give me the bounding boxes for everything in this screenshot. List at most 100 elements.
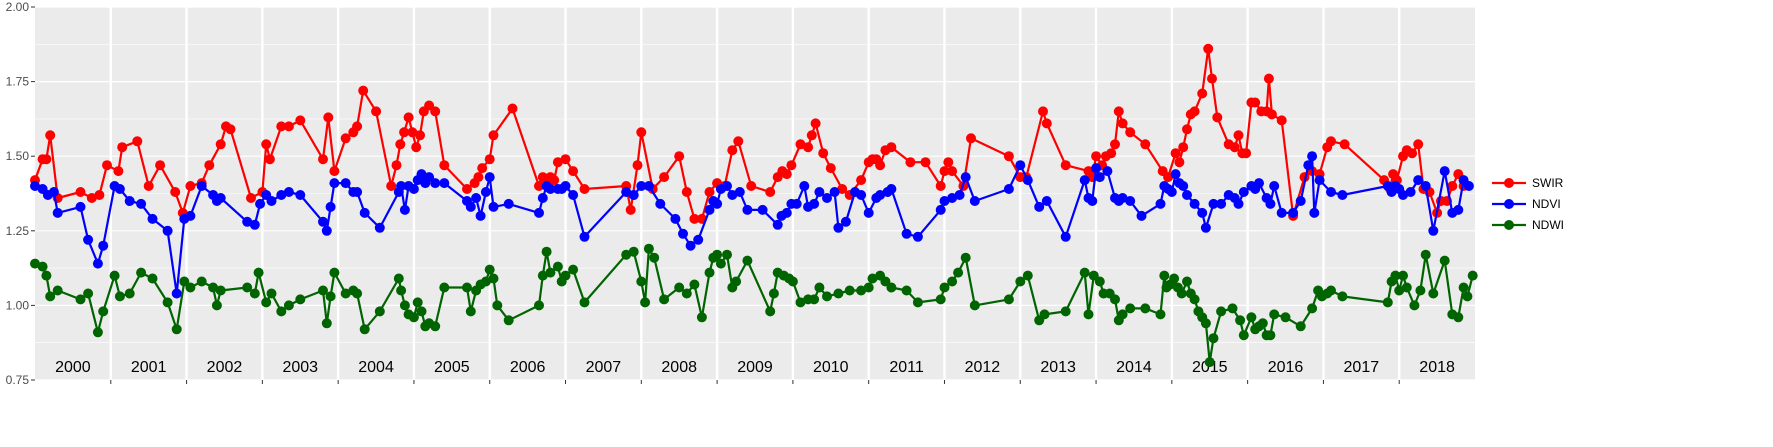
legend-key-point-swir <box>1504 178 1514 188</box>
swir-point <box>1189 106 1200 117</box>
swir-point <box>795 139 806 150</box>
ndwi-point <box>696 312 707 323</box>
swir-point <box>704 187 715 197</box>
ndwi-point <box>484 264 495 275</box>
swir-point <box>41 154 52 165</box>
ndvi-point <box>318 216 328 227</box>
ndwi-point <box>1176 288 1187 299</box>
ndwi-point <box>814 282 825 293</box>
ndvi-point <box>1041 196 1052 206</box>
ndvi-point <box>636 181 647 191</box>
swir-point <box>462 184 472 194</box>
ndwi-point <box>114 291 125 302</box>
ndwi-point <box>98 306 109 317</box>
ndwi-point <box>136 267 147 278</box>
ndvi-point <box>621 187 632 197</box>
ndvi-point <box>863 207 874 218</box>
swir-point <box>659 172 670 183</box>
swir-point <box>947 166 958 177</box>
ndvi-point <box>488 201 499 212</box>
ndwi-point <box>1401 282 1412 293</box>
ndwi-point <box>480 276 491 287</box>
swir-point <box>905 157 916 168</box>
ndvi-point <box>325 201 336 212</box>
swir-point <box>415 130 425 141</box>
y-tick-label: 1.00 <box>6 298 30 312</box>
swir-point <box>1106 148 1117 159</box>
swir-point <box>225 124 236 135</box>
ndwi-point <box>768 288 779 299</box>
ndvi-point <box>124 196 135 206</box>
ndvi-point <box>30 181 40 191</box>
ndwi-point <box>1269 309 1280 320</box>
ndwi-point <box>329 267 340 278</box>
year-label: 2018 <box>1419 359 1455 376</box>
ndvi-point <box>1269 181 1280 191</box>
ndvi-point <box>1125 196 1136 206</box>
ndvi-point <box>791 198 802 209</box>
swir-point <box>875 160 886 171</box>
swir-point <box>810 118 821 129</box>
ndvi-point <box>242 216 253 227</box>
swir-point <box>939 166 950 177</box>
ndvi-point <box>359 207 370 218</box>
ndwi-point <box>681 288 692 299</box>
ndvi-point <box>1216 198 1227 209</box>
ndwi-point <box>1083 309 1094 320</box>
swir-point <box>966 133 976 144</box>
ndvi-point <box>704 204 715 215</box>
ndvi-point <box>712 198 723 209</box>
ndwi-point <box>731 276 742 287</box>
ndwi-point <box>179 276 190 287</box>
ndvi-point <box>465 201 476 212</box>
ndwi-point <box>393 273 404 284</box>
ndvi-point <box>48 187 59 197</box>
swir-point <box>215 139 226 150</box>
ndvi-point <box>545 184 556 194</box>
ndwi-point <box>253 267 264 278</box>
ndvi-point <box>537 193 548 203</box>
ndvi-point <box>374 222 385 233</box>
ndwi-point <box>844 285 855 296</box>
ndvi-point <box>1136 210 1147 221</box>
ndwi-point <box>1039 309 1050 320</box>
ndwi-point <box>374 306 385 317</box>
year-label: 2005 <box>434 359 470 376</box>
ndvi-point <box>1326 187 1336 197</box>
ndwi-point <box>41 270 52 281</box>
ndwi-point <box>266 288 277 299</box>
ndwi-point <box>465 306 476 317</box>
swir-point <box>143 181 154 191</box>
swir-point <box>1447 181 1458 191</box>
legend: SWIR NDVI NDWI <box>1492 176 1564 232</box>
ndwi-point <box>1439 255 1450 266</box>
ndvi-point <box>939 196 950 206</box>
swir-point <box>1241 148 1252 159</box>
ndwi-point <box>215 285 226 296</box>
swir-point <box>102 160 112 171</box>
swir-point <box>689 213 700 224</box>
ndwi-point <box>552 261 563 272</box>
ndwi-point <box>640 297 651 308</box>
ndvi-point <box>1208 198 1219 209</box>
ndwi-point <box>430 321 441 332</box>
swir-point <box>568 166 579 177</box>
ndwi-point <box>1140 303 1151 314</box>
ndwi-point <box>325 291 336 302</box>
ndwi-point <box>541 246 552 257</box>
ndwi-point <box>1015 276 1026 287</box>
swir-point <box>1413 139 1424 150</box>
ndvi-point <box>1117 193 1128 203</box>
ndvi-point <box>1307 151 1318 162</box>
ndvi-point <box>295 190 306 200</box>
ndwi-point <box>92 327 103 338</box>
ndvi-point <box>840 216 851 227</box>
swir-point <box>818 148 829 159</box>
swir-point <box>276 121 287 132</box>
year-label: 2013 <box>1040 359 1076 376</box>
ndvi-point <box>1398 190 1408 200</box>
year-label: 2011 <box>889 359 924 376</box>
ndwi-point <box>283 300 294 311</box>
ndvi-point <box>799 181 810 191</box>
ndwi-point <box>1257 318 1268 329</box>
